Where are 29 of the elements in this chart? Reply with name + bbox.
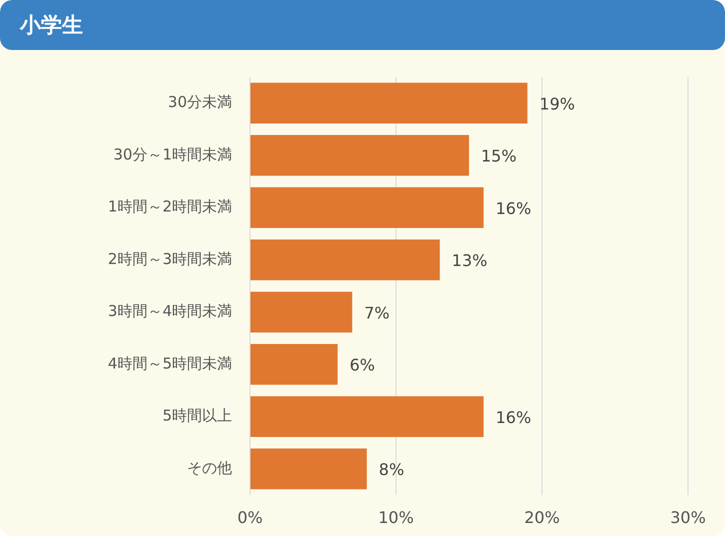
text: 小学生 [0, 0, 725, 50]
y-tick-label: その他 [187, 458, 232, 477]
bar [250, 448, 367, 490]
data-label: 15% [481, 146, 517, 166]
bar [250, 82, 528, 124]
x-tick-label: 0% [237, 508, 263, 527]
data-label: 16% [496, 198, 532, 218]
y-tick-label: 2時間～3時間未満 [108, 250, 232, 268]
y-tick-label: 1時間～2時間未満 [108, 198, 232, 216]
data-label: 7% [364, 303, 390, 322]
bar [250, 187, 484, 228]
data-label: 6% [350, 356, 375, 375]
y-tick-label: 3時間～4時間未満 [108, 302, 232, 320]
bar [250, 240, 440, 280]
data-label: 19% [539, 94, 575, 114]
data-label: 8% [378, 460, 404, 480]
data-label: 13% [452, 251, 488, 270]
y-tick-label: 4時間～5時間未満 [108, 354, 232, 372]
y-tick-label: 30分未満 [168, 93, 232, 112]
y-tick-label: 5時間以上 [162, 406, 232, 425]
x-tick-label: 30% [670, 508, 706, 527]
bar [250, 135, 469, 176]
x-tick-label: 20% [524, 508, 560, 527]
y-tick-label: 30分～1時間未満 [113, 145, 232, 164]
x-tick-label: 10% [378, 508, 414, 527]
bar [250, 396, 484, 438]
data-label: 16% [496, 408, 532, 427]
bar [250, 292, 352, 333]
bar [250, 344, 338, 385]
